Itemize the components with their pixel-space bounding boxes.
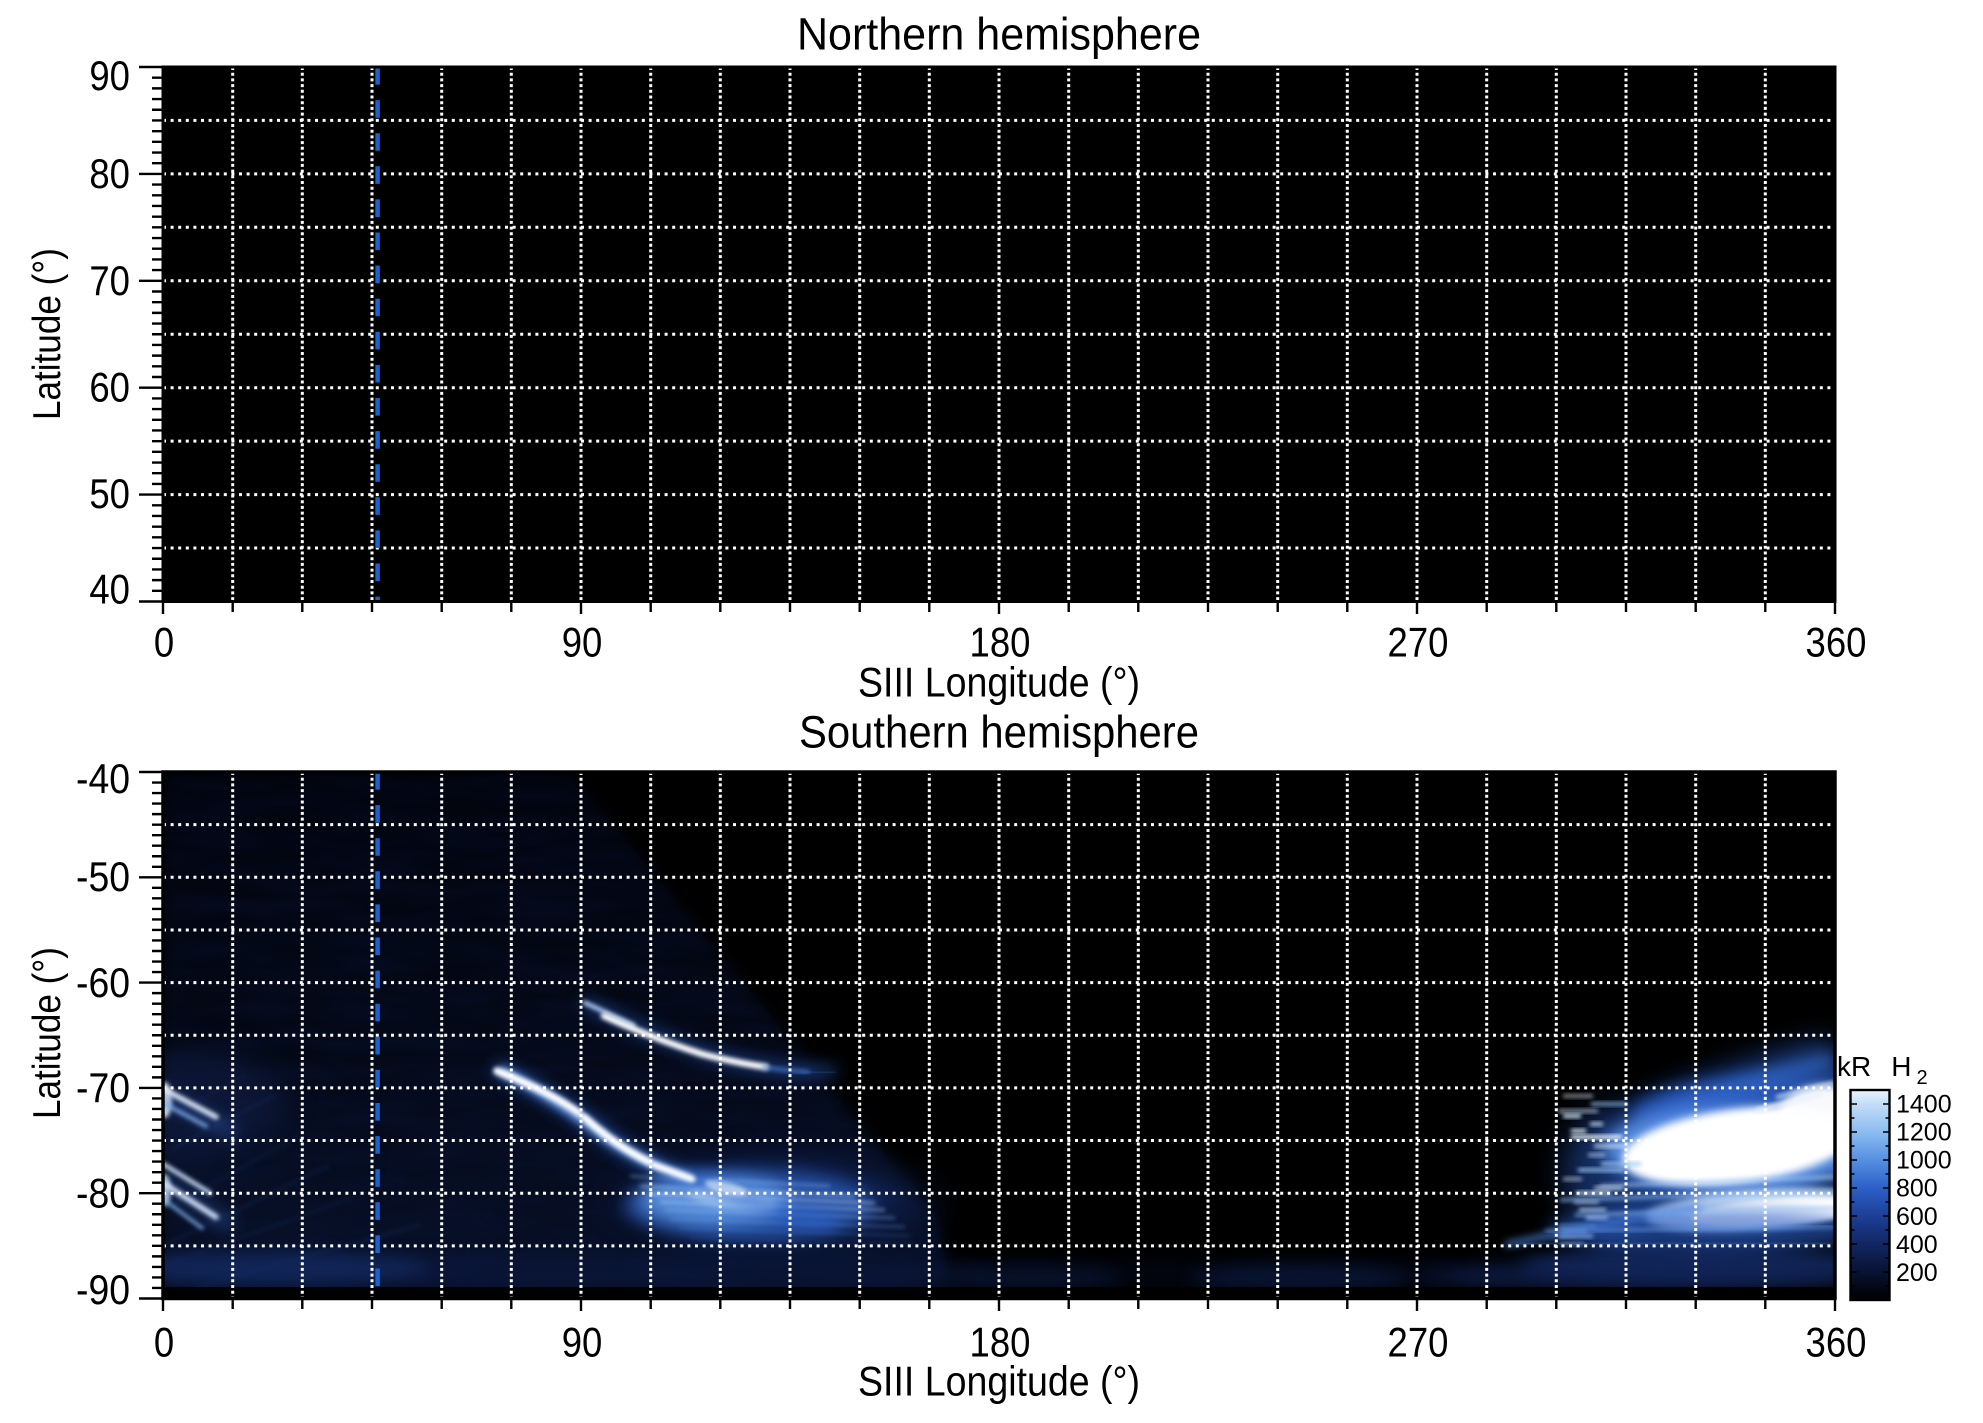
svg-text:60: 60 [89,364,130,411]
svg-text:90: 90 [89,52,130,99]
svg-text:1200: 1200 [1896,1119,1952,1147]
svg-text:-50: -50 [76,853,130,900]
svg-text:800: 800 [1896,1175,1938,1203]
svg-text:Southern hemisphere: Southern hemisphere [799,707,1199,758]
svg-text:360: 360 [1806,619,1867,666]
svg-text:70: 70 [89,257,130,304]
svg-text:600: 600 [1896,1203,1938,1231]
svg-text:-60: -60 [76,959,130,1006]
svg-text:Latitude (°): Latitude (°) [26,248,69,420]
svg-text:50: 50 [89,470,130,517]
svg-text:90: 90 [562,1319,603,1366]
svg-text:80: 80 [89,150,130,197]
svg-text:360: 360 [1806,1319,1867,1366]
svg-text:40: 40 [89,566,130,613]
svg-text:SIII Longitude (°): SIII Longitude (°) [858,1357,1140,1404]
svg-text:90: 90 [562,619,603,666]
svg-text:270: 270 [1388,1319,1449,1366]
svg-text:1000: 1000 [1896,1147,1952,1175]
svg-text:-90: -90 [76,1266,130,1313]
svg-text:0: 0 [154,619,174,666]
svg-text:270: 270 [1388,619,1449,666]
svg-text:180: 180 [970,1319,1031,1366]
svg-text:Latitude (°): Latitude (°) [26,947,69,1119]
svg-text:-80: -80 [76,1169,130,1216]
svg-text:1400: 1400 [1896,1091,1952,1119]
svg-text:400: 400 [1896,1231,1938,1259]
svg-text:Northern hemisphere: Northern hemisphere [797,8,1201,59]
svg-text:-40: -40 [76,755,130,802]
svg-text:SIII Longitude (°): SIII Longitude (°) [858,659,1140,706]
svg-text:-70: -70 [76,1064,130,1111]
svg-text:0: 0 [154,1319,174,1366]
svg-text:180: 180 [970,619,1031,666]
svg-text:200: 200 [1896,1259,1938,1287]
